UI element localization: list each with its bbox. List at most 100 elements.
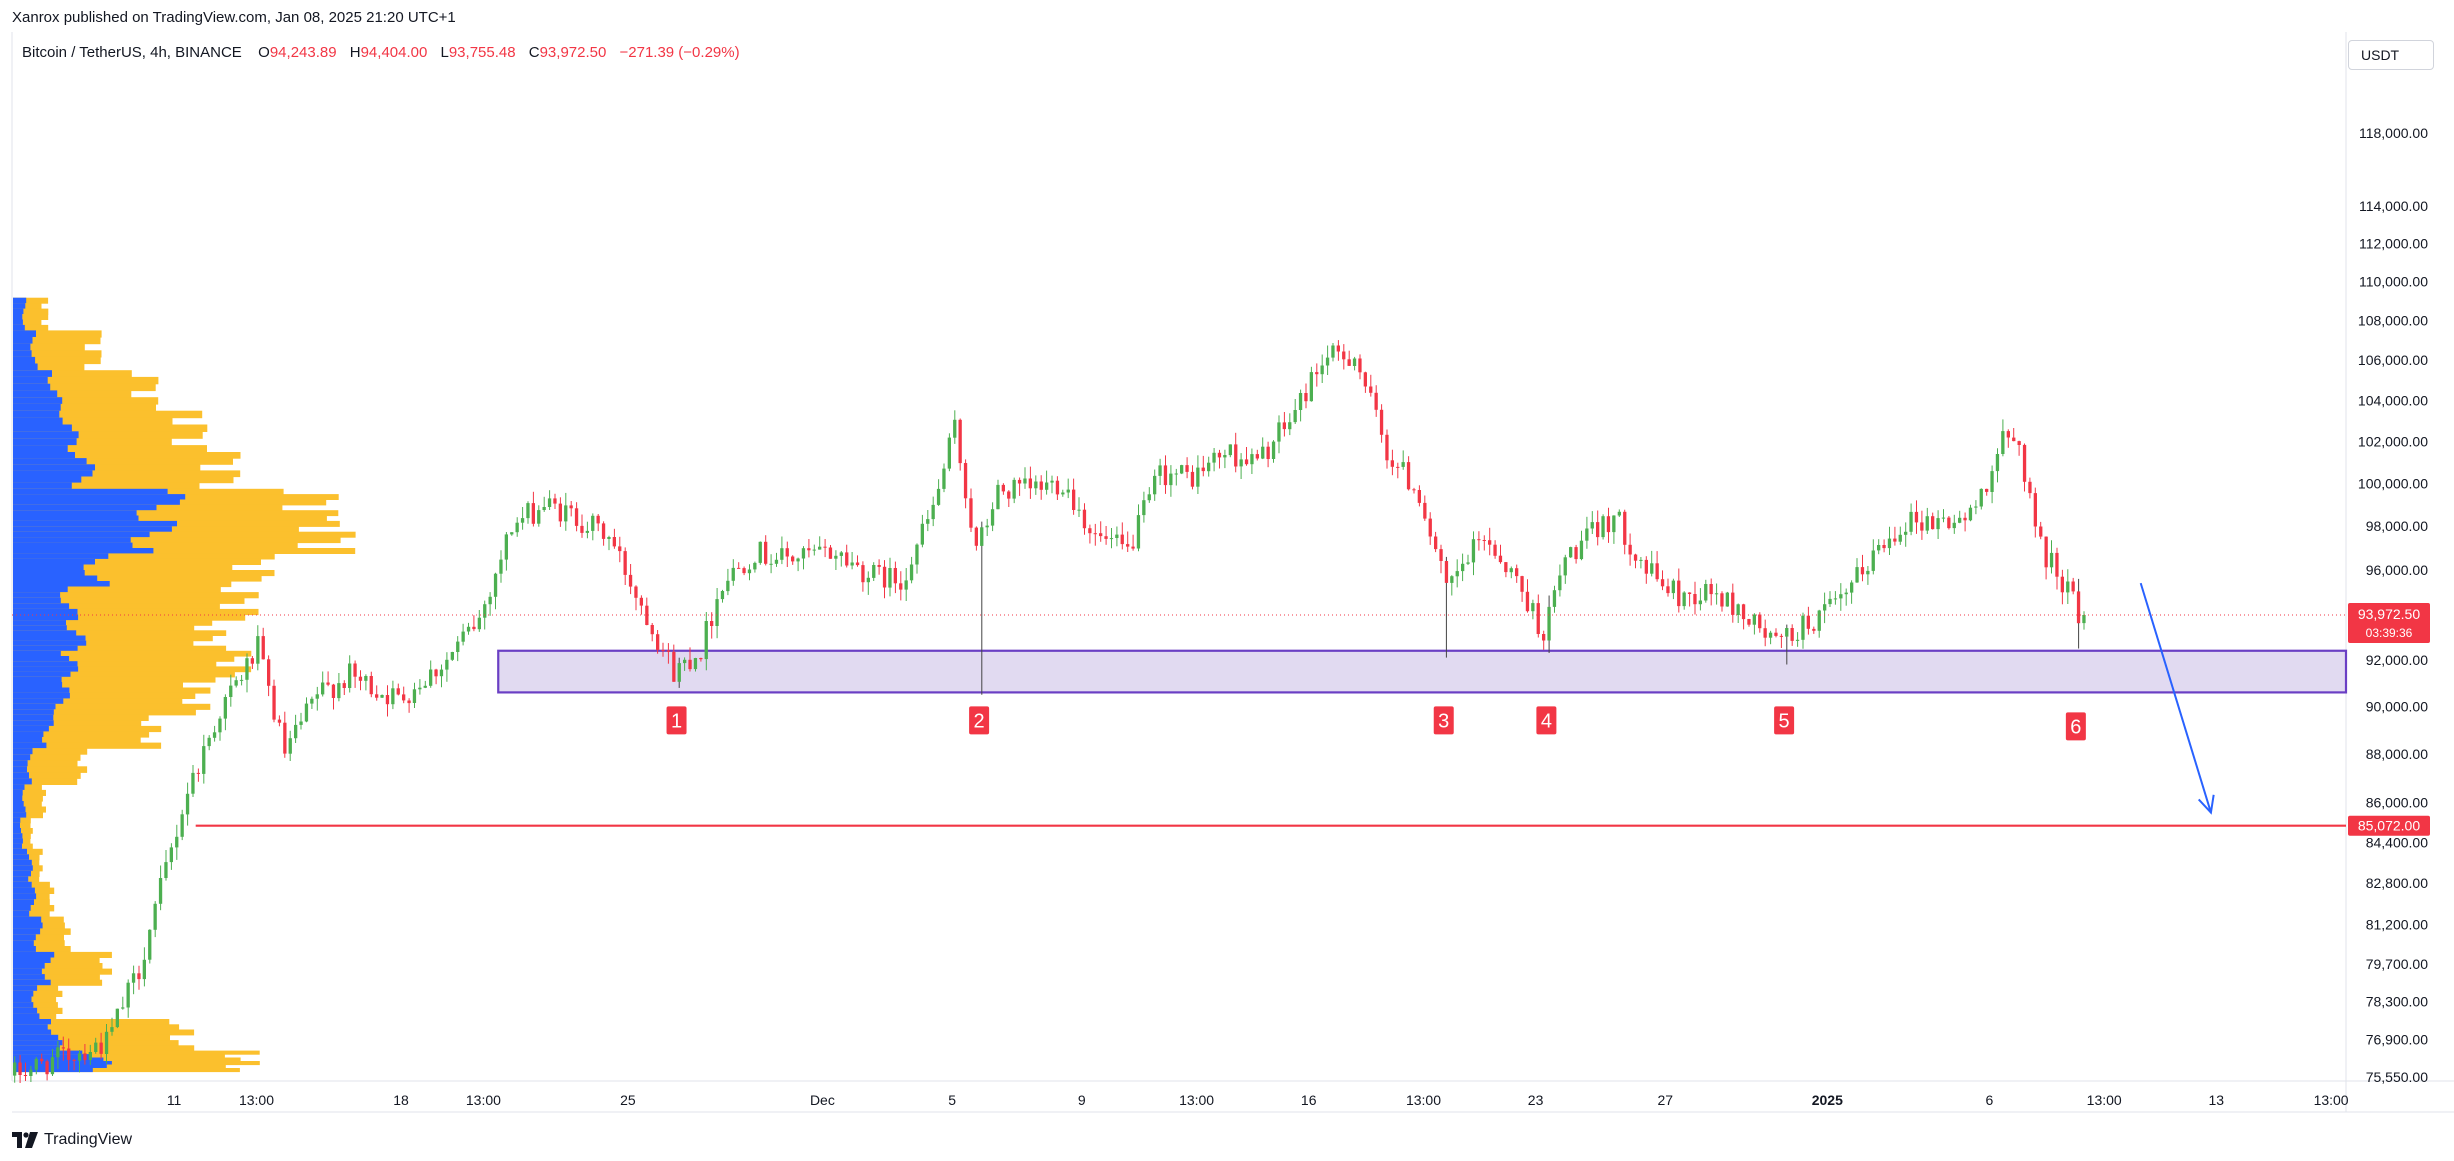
candle-body — [628, 574, 633, 587]
candle-body — [1785, 628, 1789, 637]
volume-profile-row-up — [13, 940, 34, 947]
volume-profile-row-up — [13, 558, 95, 565]
volume-profile-row-total — [13, 754, 81, 761]
volume-profile-row-total — [13, 828, 33, 834]
chart-frame — [11, 32, 2454, 1113]
volume-profile-row-up — [13, 865, 33, 872]
volume-profile-row-up — [13, 520, 177, 527]
candle-body — [1525, 591, 1530, 612]
volume-profile-row-up — [13, 603, 70, 610]
candle-body — [185, 793, 190, 815]
candle-body — [1590, 522, 1594, 529]
candle-body — [423, 685, 427, 688]
candle-body — [1628, 544, 1632, 555]
candle-body — [493, 573, 498, 597]
volume-profile-row-total — [13, 592, 259, 599]
candle-body — [196, 772, 200, 774]
candle-body — [267, 659, 271, 686]
tradingview-footer[interactable]: TradingView — [12, 1128, 132, 1152]
time-axis[interactable]: 11 13:00 18 13:00 25 Dec 5 9 13:00 16 13:00 23 27 202… — [167, 1092, 2349, 1108]
candle-body — [212, 732, 217, 738]
candle-body — [1660, 579, 1665, 587]
candle-body — [1163, 465, 1168, 486]
candle-body — [461, 631, 465, 642]
candle-body — [1142, 500, 1146, 516]
target-price-tag — [2348, 815, 2430, 836]
candle-body — [1774, 632, 1778, 636]
candle-body — [699, 658, 703, 660]
volume-profile-row-total — [13, 737, 141, 744]
candle-body — [391, 688, 395, 705]
volume-profile-row-up — [13, 661, 78, 667]
volume-profile-row-total — [13, 438, 172, 446]
candle-body — [1363, 372, 1367, 387]
candle-body — [245, 658, 249, 680]
candle-body — [169, 847, 173, 863]
candle-body — [34, 1058, 38, 1070]
volume-profile-row-total — [13, 614, 246, 621]
time-tick-label: 13:00 — [1406, 1092, 1441, 1108]
price-axis[interactable]: 118,000.00 114,000.00 112,000.00 110,000.00… — [2348, 125, 2430, 1085]
volume-profile-row-total — [13, 1068, 240, 1073]
volume-profile-row-total — [13, 760, 78, 767]
volume-profile-row-up — [13, 297, 27, 304]
candle-body — [1077, 509, 1081, 511]
volume-profile-row-up — [13, 760, 28, 767]
volume-profile-row-total — [13, 848, 43, 855]
candle-body — [202, 746, 206, 774]
volume-profile-row-up — [13, 614, 79, 621]
price-tick-label: 96,000.00 — [2366, 562, 2428, 578]
volume-profile-row-up — [13, 957, 51, 964]
volume-profile-row-up — [13, 319, 23, 326]
volume-profile-row-total — [13, 564, 233, 571]
time-tick-label: 13:00 — [1179, 1092, 1214, 1108]
volume-profile-row-total — [13, 1019, 170, 1025]
target-price-label: 85,072.00 — [2358, 818, 2420, 834]
symbol-description[interactable]: Bitcoin / TetherUS, 4h, BINANCE — [22, 44, 242, 61]
volume-profile-row-total — [13, 515, 327, 522]
candle-body — [45, 1061, 49, 1075]
currency-button[interactable]: USDT — [2348, 40, 2434, 70]
candle-body — [1850, 582, 1854, 593]
candle-body — [1839, 594, 1843, 599]
candle-body — [191, 772, 195, 794]
candle-body — [1833, 598, 1838, 600]
volume-profile-row-up — [13, 324, 25, 331]
candle-body — [1012, 479, 1016, 499]
candle-body — [666, 650, 671, 652]
candle-body — [1174, 473, 1178, 475]
volume-profile-row-up — [13, 754, 31, 761]
time-tick-label: 18 — [393, 1092, 409, 1108]
candle-body — [850, 562, 854, 566]
volume-profile-row-up — [13, 876, 29, 883]
candle-body — [1877, 545, 1881, 551]
candle-body — [1001, 484, 1005, 492]
close-label: C — [528, 44, 540, 61]
volume-profile-row-total — [13, 801, 42, 808]
candle-body — [1406, 462, 1411, 490]
candle-body — [1682, 592, 1686, 607]
volume-profile-row-up — [13, 682, 63, 689]
candle-body — [450, 652, 454, 660]
volume-profile-row-total — [13, 795, 43, 802]
candle-body — [1563, 557, 1567, 576]
candle-body — [115, 1008, 119, 1028]
candle-body — [1655, 563, 1659, 580]
candle-body — [1844, 592, 1848, 595]
candle-body — [1860, 567, 1865, 575]
volume-profile-row-up — [13, 476, 82, 484]
candle-body — [1217, 452, 1222, 458]
price-tick-label: 84,400.00 — [2366, 835, 2428, 851]
volume-profile-row-up — [13, 963, 45, 970]
candle-body — [958, 419, 962, 464]
volume-profile-row-up — [13, 531, 150, 538]
candle-body — [18, 1062, 22, 1075]
volume-profile-row-up — [13, 656, 70, 662]
price-tick-label: 118,000.00 — [2359, 125, 2428, 141]
price-tick-label: 92,000.00 — [2366, 652, 2428, 668]
candle-body — [1369, 386, 1373, 393]
candle-body — [769, 563, 773, 565]
candle-body — [2076, 591, 2081, 624]
candle-body — [175, 836, 179, 848]
